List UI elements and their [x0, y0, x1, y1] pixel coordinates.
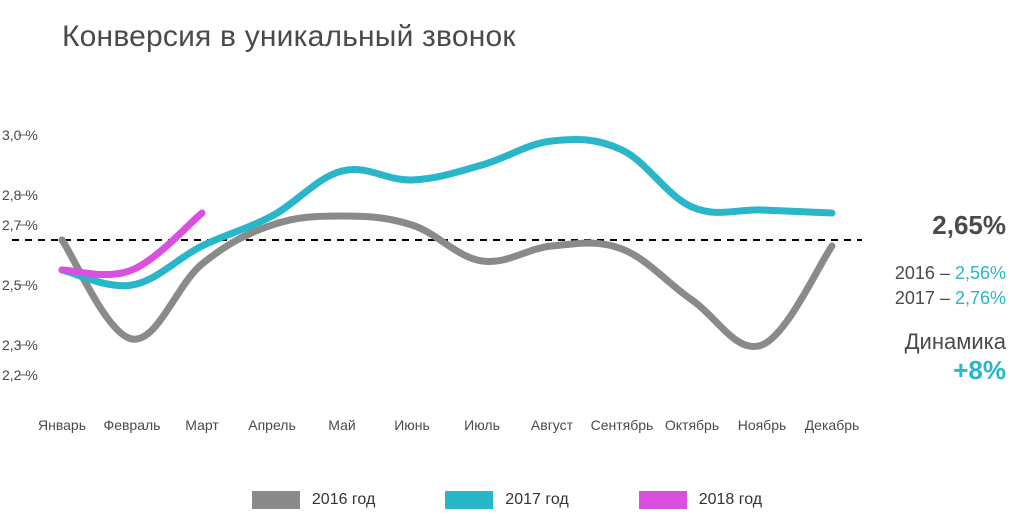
dynamics-label: Динамика [846, 329, 1006, 355]
svg-text:2,2 %: 2,2 % [2, 367, 38, 383]
svg-text:Ноябрь: Ноябрь [738, 417, 787, 433]
svg-text:Сентябрь: Сентябрь [591, 417, 654, 433]
svg-text:Октябрь: Октябрь [665, 417, 719, 433]
stat-row-2016-label: 2016 – [895, 263, 955, 283]
legend-item-2018: 2018 год [639, 491, 762, 509]
legend-label-2016: 2016 год [312, 491, 375, 509]
svg-text:Декабрь: Декабрь [805, 417, 860, 433]
legend-swatch-2016 [252, 491, 300, 509]
svg-text:3,0 %: 3,0 % [2, 127, 38, 143]
dynamics-value: +8% [846, 355, 1006, 386]
stat-row-2016: 2016 – 2,56% [846, 263, 1006, 284]
legend-label-2018: 2018 год [699, 491, 762, 509]
svg-text:Апрель: Апрель [248, 417, 296, 433]
legend-swatch-2018 [639, 491, 687, 509]
chart-title: Конверсия в уникальный звонок [62, 20, 516, 54]
page: Конверсия в уникальный звонок 2,2 % 2,3 %… [0, 0, 1014, 520]
reference-value-big: 2,65% [846, 210, 1006, 241]
legend-item-2016: 2016 год [252, 491, 375, 509]
legend-swatch-2017 [445, 491, 493, 509]
stat-row-2017-value: 2,76% [955, 288, 1006, 308]
side-stats: 2,65% 2016 – 2,56% 2017 – 2,76% Динамика… [846, 210, 1006, 386]
svg-text:Май: Май [328, 417, 355, 433]
svg-text:Август: Август [531, 417, 574, 433]
svg-text:2,8 %: 2,8 % [2, 187, 38, 203]
legend-item-2017: 2017 год [445, 491, 568, 509]
svg-text:Июнь: Июнь [394, 417, 430, 433]
svg-text:2,5 %: 2,5 % [2, 277, 38, 293]
legend-label-2017: 2017 год [505, 491, 568, 509]
svg-text:Июль: Июль [464, 417, 500, 433]
stat-row-2017-label: 2017 – [895, 288, 955, 308]
svg-text:2,7 %: 2,7 % [2, 217, 38, 233]
legend: 2016 год 2017 год 2018 год [0, 480, 1014, 520]
svg-text:Февраль: Февраль [104, 417, 161, 433]
stat-rows: 2016 – 2,56% 2017 – 2,76% [846, 263, 1006, 309]
svg-text:Март: Март [185, 417, 219, 433]
svg-text:Январь: Январь [38, 417, 86, 433]
svg-text:2,3 %: 2,3 % [2, 337, 38, 353]
stat-row-2016-value: 2,56% [955, 263, 1006, 283]
stat-row-2017: 2017 – 2,76% [846, 288, 1006, 309]
